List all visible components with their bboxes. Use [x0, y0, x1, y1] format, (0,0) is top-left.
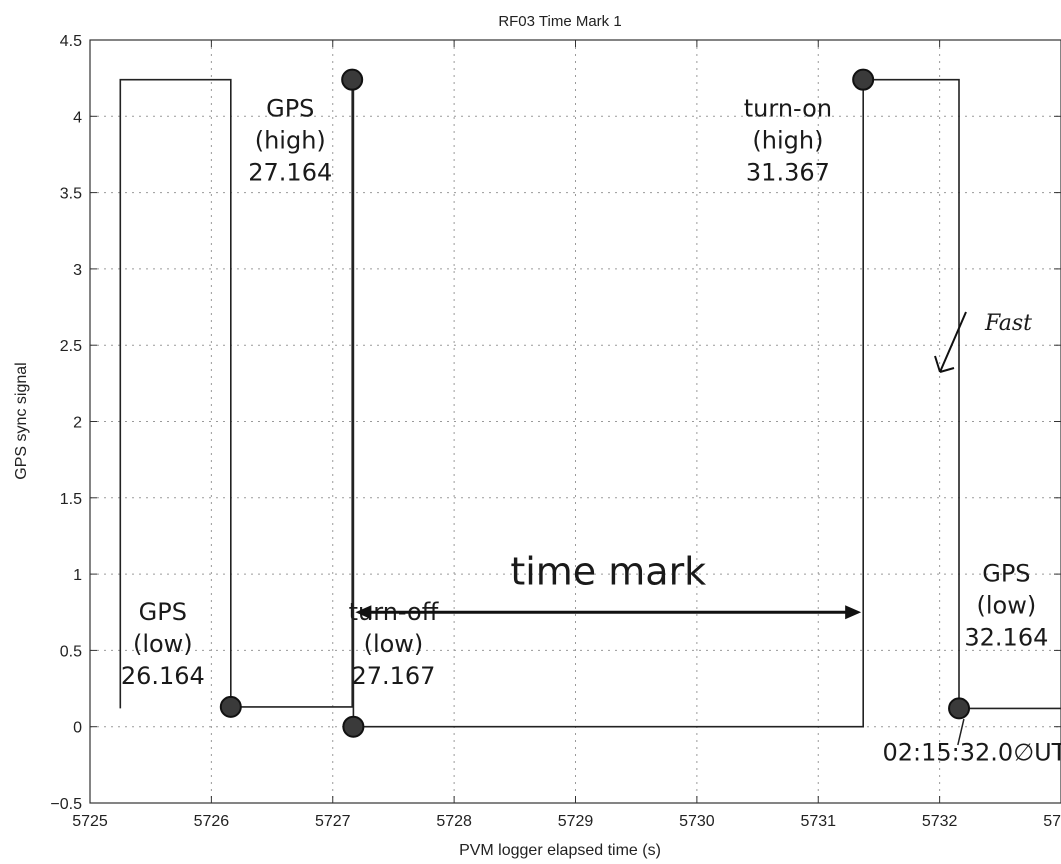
y-tick-label: 1 [73, 567, 82, 584]
annotation-label: 31.367 [746, 158, 830, 186]
annotation-label: 27.167 [351, 662, 435, 690]
annotation-label: (low) [977, 592, 1037, 620]
annotation-label: 27.164 [248, 158, 332, 186]
y-tick-label: 4.5 [60, 33, 82, 50]
annotation-label: GPS [982, 560, 1030, 588]
y-tick-label: 0.5 [60, 643, 82, 660]
chart-title: RF03 Time Mark 1 [498, 13, 621, 30]
y-tick-label: −0.5 [50, 796, 82, 813]
handwritten-arrow [934, 311, 967, 373]
x-tick-label: 5730 [679, 813, 715, 830]
y-axis-title: GPS sync signal [13, 362, 30, 479]
x-tick-label: 5726 [194, 813, 230, 830]
y-tick-label: 4 [73, 109, 82, 126]
x-tick-label: 5731 [800, 813, 836, 830]
x-tick-label: 5733 [1043, 813, 1061, 830]
y-tick-label: 2.5 [60, 338, 82, 355]
axis-ticks: 5725 5726 5727 5728 5729 5730 5731 5732 5733 −0.5… [50, 33, 1061, 830]
annotation-label: (high) [255, 126, 326, 154]
y-tick-label: 1.5 [60, 491, 82, 508]
annotation-label: (low) [364, 630, 424, 658]
annotation-label: 32.164 [964, 624, 1048, 652]
signal-marker [948, 697, 971, 720]
time-mark-arrow-head-right [845, 605, 862, 620]
annotations: GPS (high) 27.164 turn-on (high) 31.367 GPS (lo… [121, 94, 1061, 766]
x-tick-label: 5725 [72, 813, 108, 830]
handwritten-note: Fast [984, 311, 1032, 336]
x-tick-label: 5727 [315, 813, 351, 830]
signal-marker [219, 695, 242, 718]
annotation-label: (low) [133, 630, 193, 658]
x-tick-label: 5729 [558, 813, 594, 830]
x-tick-label: 5728 [436, 813, 472, 830]
data-layer [119, 68, 1061, 738]
y-tick-label: 3 [73, 262, 82, 279]
annotation-label: turn-on [744, 94, 832, 122]
time-mark-arrow-head-left [355, 605, 372, 620]
signal-marker [341, 68, 364, 91]
annotation-label: 26.164 [121, 662, 205, 690]
utc-label: 02:15:32.0∅UTC [883, 738, 1061, 766]
grid [90, 40, 1061, 803]
annotation-label: GPS [139, 598, 187, 626]
signal-marker [852, 68, 875, 91]
time-mark-label: time mark [510, 549, 706, 593]
signal-marker [342, 715, 365, 738]
annotation-label: GPS [266, 94, 314, 122]
x-tick-label: 5732 [922, 813, 958, 830]
annotation-label: (high) [752, 126, 823, 154]
y-tick-label: 2 [73, 415, 82, 432]
x-axis-title: PVM logger elapsed time (s) [459, 842, 661, 859]
y-tick-label: 0 [73, 720, 82, 737]
utc-pointer [957, 718, 965, 746]
y-tick-label: 3.5 [60, 186, 82, 203]
